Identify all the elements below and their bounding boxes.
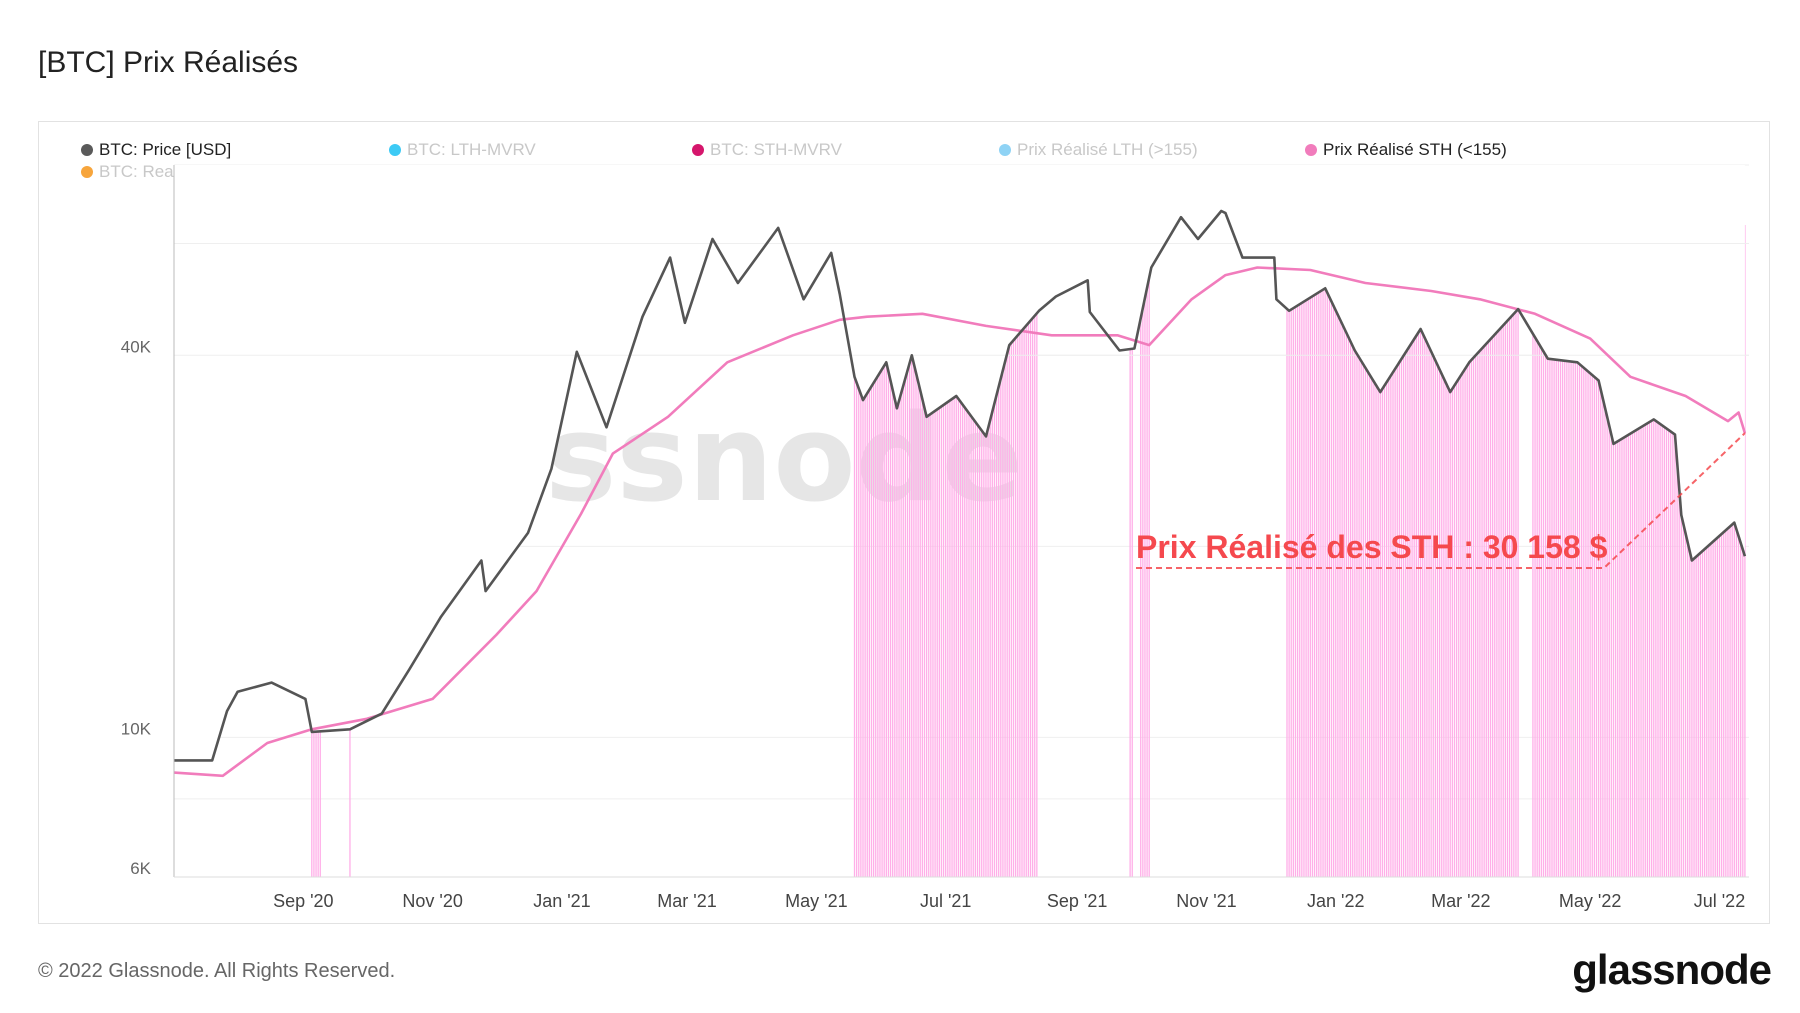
x-tick-label: Sep '21 [1047, 891, 1108, 911]
legend-dot-icon [81, 166, 93, 178]
x-tick-label: Jan '21 [533, 891, 590, 911]
x-tick-label: Nov '20 [402, 891, 462, 911]
legend-item[interactable]: Prix Réalisé STH (<155) [1305, 140, 1507, 160]
annotation-label: Prix Réalisé des STH : 30 158 $ [1136, 529, 1608, 565]
legend-item[interactable]: BTC: Price [USD] [81, 140, 231, 160]
legend-dot-icon [389, 144, 401, 156]
legend-label: Prix Réalisé LTH (>155) [1017, 140, 1198, 159]
copyright: © 2022 Glassnode. All Rights Reserved. [38, 960, 396, 982]
legend-item[interactable]: BTC: LTH-MVRV [389, 140, 536, 160]
legend-dot-icon [1305, 144, 1317, 156]
x-tick-label: May '21 [785, 891, 847, 911]
legend-label: BTC: STH-MVRV [710, 140, 842, 159]
glassnode-logo[interactable]: glassnode [1572, 946, 1772, 993]
x-tick-label: May '22 [1559, 891, 1621, 911]
x-tick-label: Sep '20 [273, 891, 334, 911]
legend-dot-icon [81, 144, 93, 156]
annotation-leader [1136, 432, 1746, 569]
x-tick-label: Nov '21 [1176, 891, 1236, 911]
legend-item[interactable]: Prix Réalisé LTH (>155) [999, 140, 1198, 160]
y-tick-label: 40K [121, 337, 152, 356]
x-tick-label: Jan '22 [1307, 891, 1364, 911]
series-line [173, 266, 1747, 778]
series-line [174, 209, 1747, 762]
x-tick-label: Mar '21 [657, 891, 716, 911]
legend-label: BTC: Price [USD] [99, 140, 232, 159]
x-tick-label: Jul '22 [1694, 891, 1745, 911]
price-mask [174, 165, 1745, 761]
y-tick-label: 10K [121, 719, 152, 738]
legend-label: BTC: LTH-MVRV [407, 140, 536, 159]
page-title: [BTC] Prix Réalisés [38, 46, 299, 79]
chart-frame [38, 121, 1770, 924]
x-tick-label: Jul '21 [920, 891, 971, 911]
legend-label: Prix Réalisé STH (<155) [1323, 140, 1507, 159]
legend-dot-icon [692, 144, 704, 156]
legend-item[interactable]: BTC: STH-MVRV [692, 140, 842, 160]
y-tick-label: 6K [130, 859, 151, 878]
x-tick-label: Mar '22 [1431, 891, 1490, 911]
legend-dot-icon [999, 144, 1011, 156]
